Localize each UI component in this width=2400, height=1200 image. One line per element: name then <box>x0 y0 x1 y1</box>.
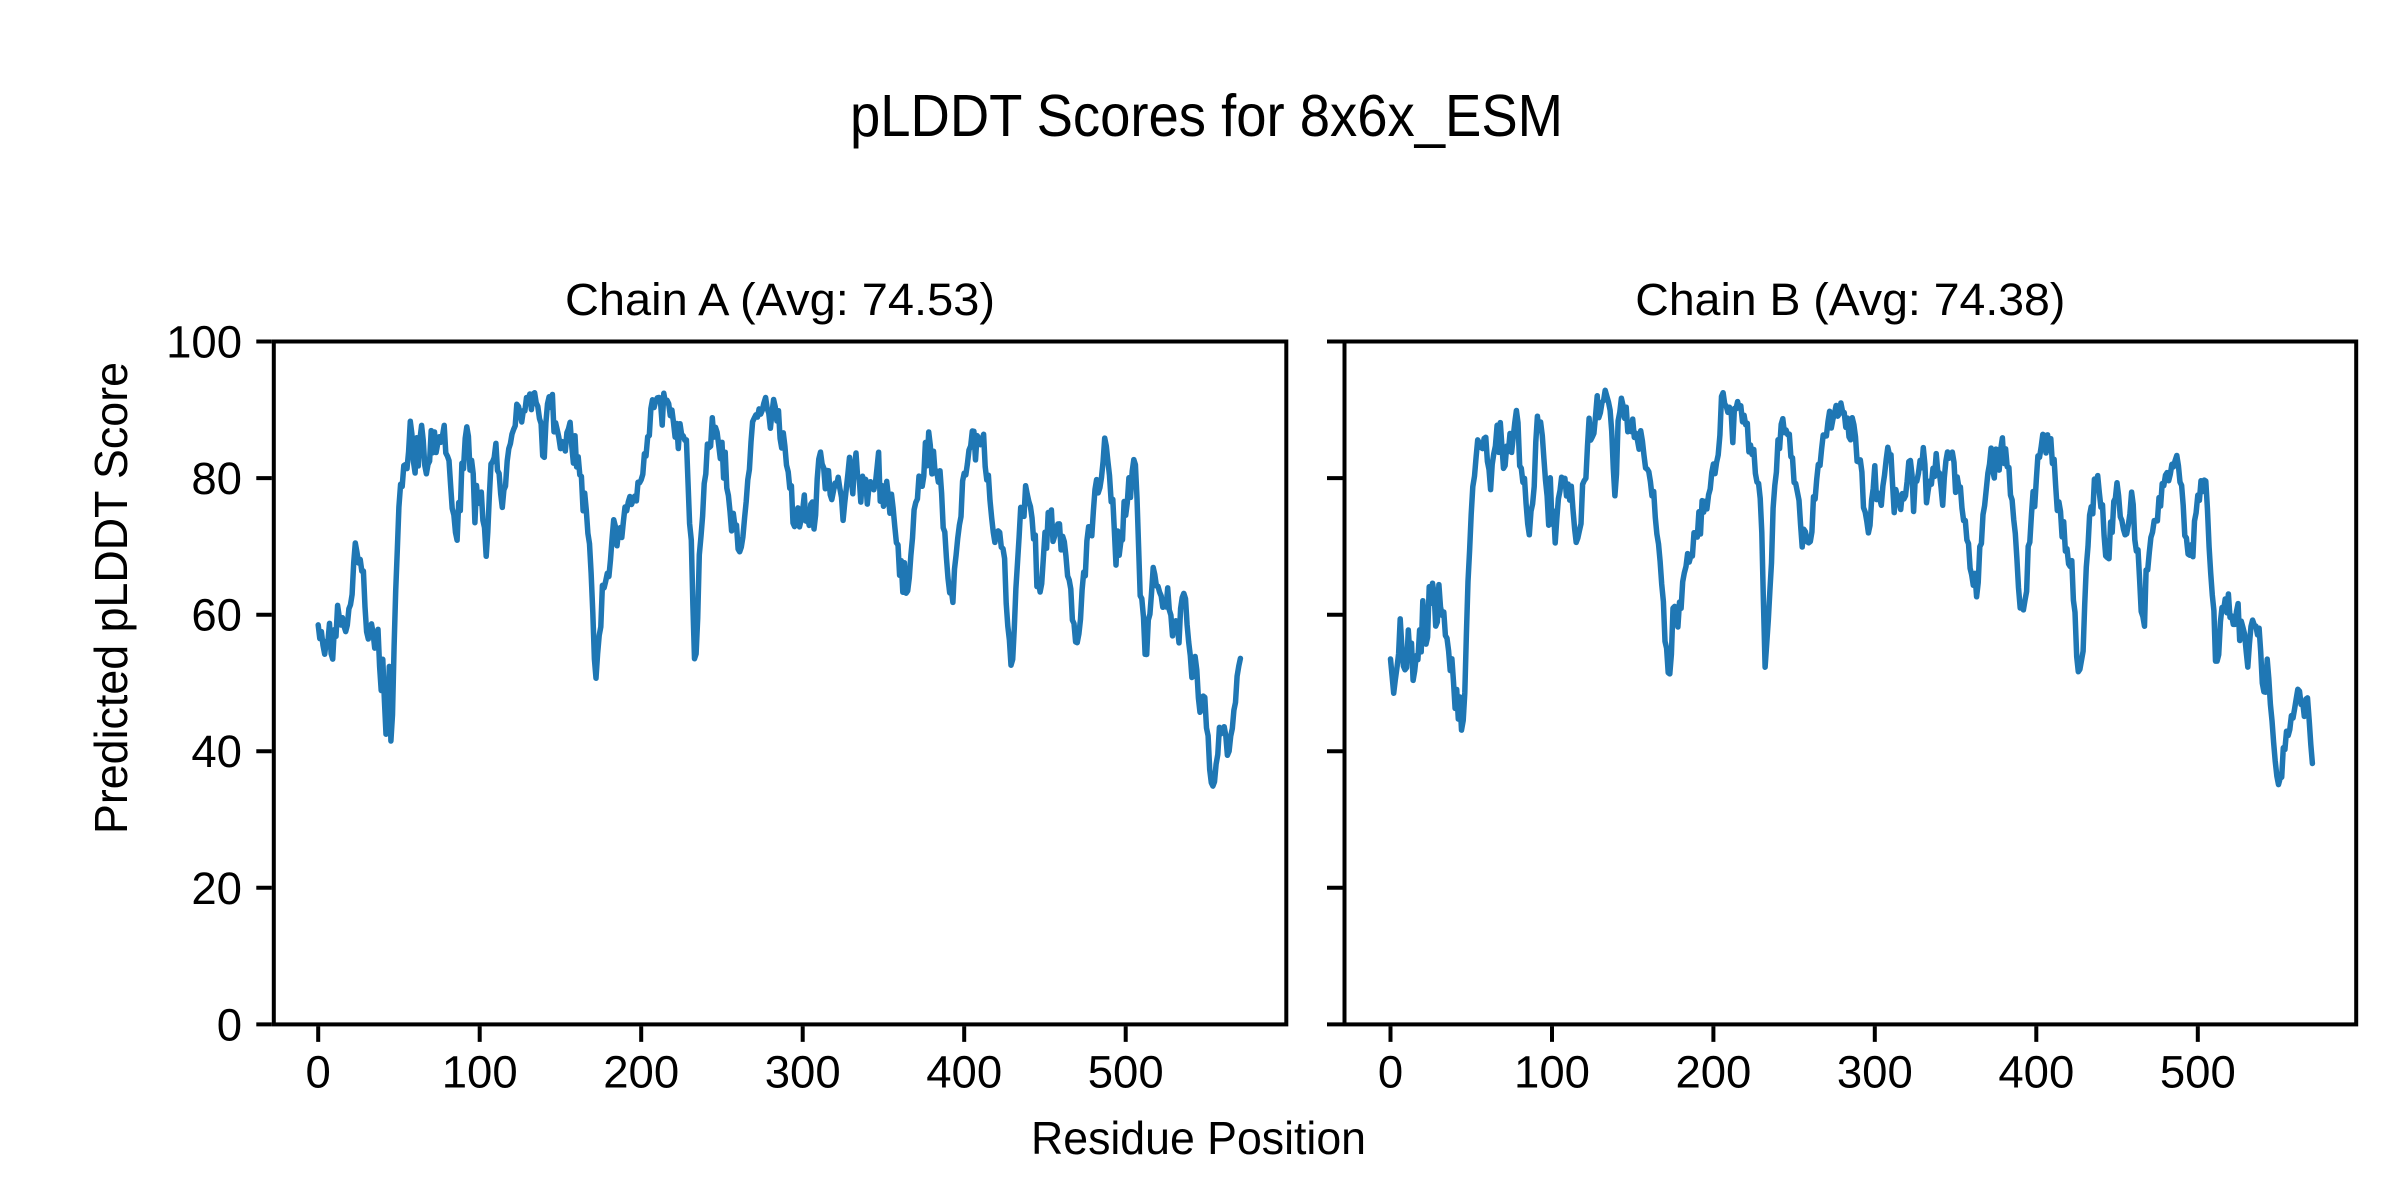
svg-text:200: 200 <box>603 1047 679 1098</box>
svg-text:Chain A (Avg: 74.53): Chain A (Avg: 74.53) <box>565 274 995 325</box>
svg-text:Predicted pLDDT Score: Predicted pLDDT Score <box>85 362 137 834</box>
svg-text:100: 100 <box>1514 1047 1590 1098</box>
svg-text:80: 80 <box>191 453 242 504</box>
svg-text:Residue Position: Residue Position <box>1031 1112 1366 1164</box>
svg-text:60: 60 <box>191 590 242 641</box>
svg-text:500: 500 <box>1088 1047 1164 1098</box>
svg-text:100: 100 <box>442 1047 518 1098</box>
svg-text:0: 0 <box>306 1047 331 1098</box>
svg-text:400: 400 <box>1998 1047 2074 1098</box>
svg-text:0: 0 <box>217 999 242 1050</box>
svg-text:pLDDT Scores for 8x6x_ESM: pLDDT Scores for 8x6x_ESM <box>850 83 1563 149</box>
svg-text:200: 200 <box>1675 1047 1751 1098</box>
svg-text:300: 300 <box>1837 1047 1913 1098</box>
svg-text:500: 500 <box>2160 1047 2236 1098</box>
svg-text:400: 400 <box>926 1047 1002 1098</box>
svg-text:Chain B (Avg: 74.38): Chain B (Avg: 74.38) <box>1635 274 2065 325</box>
svg-text:100: 100 <box>166 317 242 368</box>
svg-text:300: 300 <box>765 1047 841 1098</box>
svg-text:40: 40 <box>191 726 242 777</box>
svg-text:20: 20 <box>191 863 242 914</box>
svg-text:0: 0 <box>1378 1047 1403 1098</box>
